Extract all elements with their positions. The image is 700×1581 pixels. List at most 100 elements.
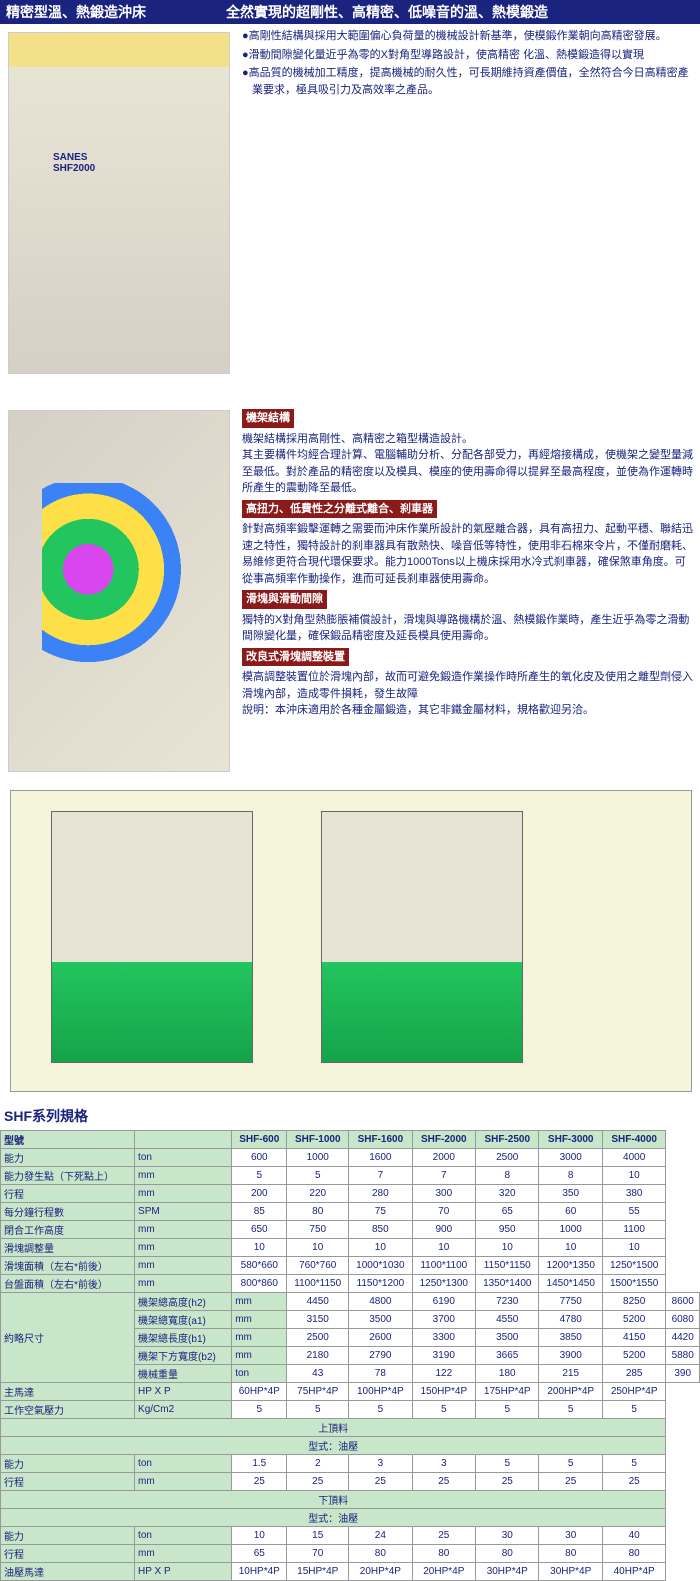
cell: 250HP*4P	[602, 1383, 665, 1401]
col-header: SHF-1000	[287, 1131, 349, 1149]
bullet-item: ●滑動間隙變化量近乎為零的X對角型導路設計，使高精密 化溫、熱模鍛造得以實現	[242, 47, 696, 64]
row-unit: mm	[135, 1239, 232, 1257]
cell: 320	[476, 1185, 539, 1203]
top-section: ●高剛性結構與採用大範圍偏心負荷量的機械設計新基準，使模鍛作業朝向高精密發展。 ●…	[0, 24, 700, 382]
section-row: 上頂料	[1, 1419, 666, 1437]
cell: 2500	[476, 1149, 539, 1167]
cell: 65	[476, 1203, 539, 1221]
cell: 65	[232, 1545, 287, 1563]
section-heading: 滑塊與滑動間隙	[242, 590, 327, 609]
row-label: 能力	[1, 1527, 135, 1545]
cell: 800*860	[232, 1275, 287, 1293]
cell: 600	[232, 1149, 287, 1167]
row-label: 主馬達	[1, 1383, 135, 1401]
row-label: 每分鐘行程數	[1, 1203, 135, 1221]
cell: 200	[232, 1185, 287, 1203]
row-label: 滑塊面積（左右*前後）	[1, 1257, 135, 1275]
cell: 10	[602, 1167, 665, 1185]
col-header: SHF-600	[232, 1131, 287, 1149]
cell: 75HP*4P	[287, 1383, 349, 1401]
section-row: 型式：油壓	[1, 1437, 666, 1455]
row-label: 機架下方寬度(b2)	[135, 1347, 232, 1365]
cell: 350	[539, 1185, 602, 1203]
spec-title: SHF系列規格	[0, 1102, 700, 1130]
cell: 380	[602, 1185, 665, 1203]
cell: 1350*1400	[476, 1275, 539, 1293]
cell: 1150*1200	[349, 1275, 412, 1293]
cell: 20HP*4P	[349, 1563, 412, 1581]
cell: 25	[539, 1473, 602, 1491]
row-unit: ton	[135, 1455, 232, 1473]
col-header: SHF-2000	[412, 1131, 475, 1149]
cell: 1250*1500	[602, 1257, 665, 1275]
col-label: 型號	[1, 1131, 135, 1149]
cell: 5	[412, 1401, 475, 1419]
cell: 280	[349, 1185, 412, 1203]
section-text: 其主要構件均經合理計算、電腦輔助分析、分配各部受力，再經熔接構成，使機架之變型量…	[242, 447, 696, 497]
cell: 10	[349, 1239, 412, 1257]
cell: 5	[539, 1455, 602, 1473]
row-unit: mm	[135, 1473, 232, 1491]
machine-image	[8, 32, 230, 374]
cell: 25	[476, 1473, 539, 1491]
cell: 55	[602, 1203, 665, 1221]
cell: 80	[287, 1203, 349, 1221]
section-heading: 改良式滑塊調整裝置	[242, 648, 349, 667]
cell: 70	[287, 1545, 349, 1563]
bullet-item: ●高剛性結構與採用大範圍偏心負荷量的機械設計新基準，使模鍛作業朝向高精密發展。	[242, 28, 696, 45]
row-label: 能力	[1, 1455, 135, 1473]
cell: 150HP*4P	[412, 1383, 475, 1401]
cell: 7	[349, 1167, 412, 1185]
row-unit: SPM	[135, 1203, 232, 1221]
bullet-list: ●高剛性結構與採用大範圍偏心負荷量的機械設計新基準，使模鍛作業朝向高精密發展。 ●…	[238, 24, 700, 104]
col-header: SHF-4000	[602, 1131, 665, 1149]
bullet-item: ●高品質的機械加工精度，提高機械的耐久性，可長期維持資產價值，全然符合今日高精密…	[242, 65, 696, 98]
row-label: 機架總長度(b1)	[135, 1329, 232, 1347]
cell: 7	[412, 1167, 475, 1185]
row-unit: HP X P	[135, 1563, 232, 1581]
cell: 10	[412, 1239, 475, 1257]
cell: 30	[539, 1527, 602, 1545]
cell: 650	[232, 1221, 287, 1239]
row-label: 能力發生點（下死點上）	[1, 1167, 135, 1185]
cell: 1450*1450	[539, 1275, 602, 1293]
cell: 1100	[602, 1221, 665, 1239]
cell: 2000	[412, 1149, 475, 1167]
row-unit: mm	[135, 1275, 232, 1293]
cell: 750	[287, 1221, 349, 1239]
cell: 1100*1100	[412, 1257, 475, 1275]
cell: 8	[476, 1167, 539, 1185]
row-unit: HP X P	[135, 1383, 232, 1401]
row-label: 滑塊調整量	[1, 1239, 135, 1257]
cell: 1100*1150	[287, 1275, 349, 1293]
row-label: 台盤面積（左右*前後）	[1, 1275, 135, 1293]
cell: 80	[412, 1545, 475, 1563]
cell: 80	[602, 1545, 665, 1563]
cell: 2	[287, 1455, 349, 1473]
cell: 5	[602, 1401, 665, 1419]
dimension-diagram	[10, 790, 692, 1092]
cell: 4000	[602, 1149, 665, 1167]
cell: 80	[539, 1545, 602, 1563]
cell: 3	[349, 1455, 412, 1473]
header-bar: 精密型溫、熱鍛造沖床 全然實現的超剛性、高精密、低噪音的溫、熱模鍛造	[0, 0, 700, 24]
cell: 1000	[287, 1149, 349, 1167]
cell: 10	[602, 1239, 665, 1257]
section-text: 說明：本沖床適用於各種金屬鍛造，其它非鐵金屬材料，規格歡迎另洽。	[242, 702, 696, 719]
row-label: 行程	[1, 1473, 135, 1491]
row-unit: Kg/Cm2	[135, 1401, 232, 1419]
cutaway-image	[8, 410, 230, 772]
cell: 5	[287, 1401, 349, 1419]
section-heading: 機架結構	[242, 409, 294, 428]
cell: 175HP*4P	[476, 1383, 539, 1401]
section-text: 針對高頻率鍛擊運轉之需要而沖床作業所設計的氣壓離合器，具有高扭力、起動平穩、聯結…	[242, 521, 696, 587]
cell: 850	[349, 1221, 412, 1239]
row-label: 機械重量	[135, 1365, 232, 1383]
cell: 10	[287, 1239, 349, 1257]
cell: 25	[602, 1473, 665, 1491]
cell: 220	[287, 1185, 349, 1203]
cell: 60HP*4P	[232, 1383, 287, 1401]
cell: 8	[539, 1167, 602, 1185]
cell: 40HP*4P	[602, 1563, 665, 1581]
cell: 80	[476, 1545, 539, 1563]
